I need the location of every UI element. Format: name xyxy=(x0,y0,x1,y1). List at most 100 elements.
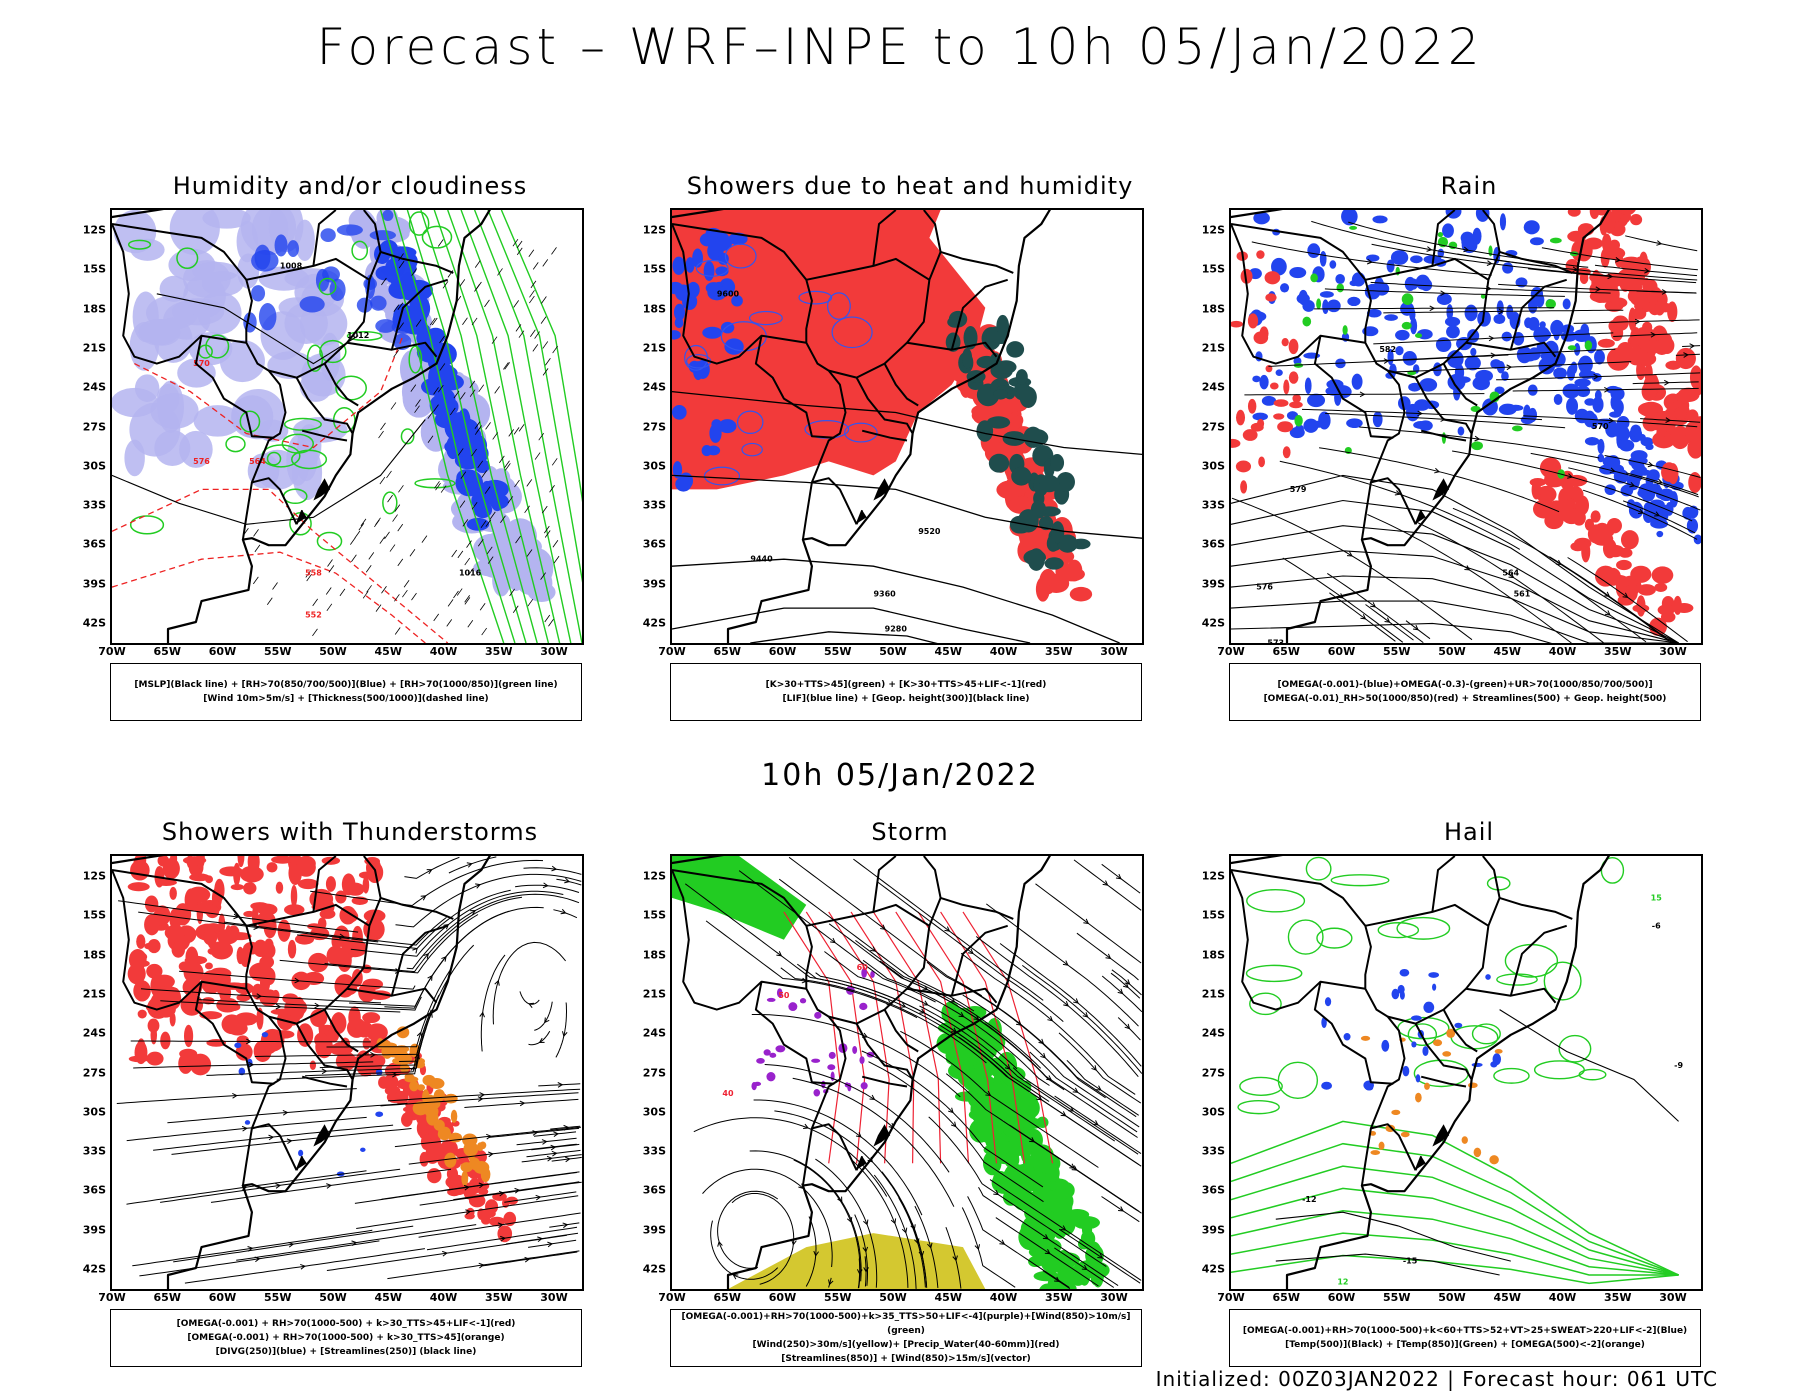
contour-label: 582 xyxy=(1379,345,1396,354)
lat-tick-label: 21S xyxy=(642,987,666,1001)
lat-tick-label: 33S xyxy=(1201,1144,1225,1158)
contour-label: 564 xyxy=(1502,569,1519,578)
lat-tick-label: 42S xyxy=(82,616,106,630)
map-svg: -6 -9 -12 -15 15 12 xyxy=(1231,856,1683,1289)
latitude-axis: 12S 15S 18S 21S 24S 27S 30S 33S 36S 39S 42S xyxy=(1193,208,1227,645)
lat-tick-label: 39S xyxy=(1201,577,1225,591)
longitude-axis: 70W 65W 60W 55W 50W 45W 40W 35W 30W xyxy=(1217,645,1703,659)
longitude-axis: 70W 65W 60W 55W 50W 45W 40W 35W 30W xyxy=(658,645,1144,659)
contour-label: 573 xyxy=(1267,639,1284,644)
lat-tick-label: 27S xyxy=(642,1066,666,1079)
lat-tick-label: 39S xyxy=(642,1223,666,1237)
lon-tick-label: 30W xyxy=(1100,1291,1128,1304)
contour-label: 9440 xyxy=(750,555,773,564)
lon-tick-label: 70W xyxy=(98,1291,126,1304)
lat-tick-label: 30S xyxy=(1201,1105,1225,1119)
lat-tick-label: 39S xyxy=(82,1223,106,1237)
lon-tick-label: 60W xyxy=(208,1291,237,1304)
contour-label: 9360 xyxy=(873,590,896,599)
valid-time-title: 10h 05/Jan/2022 xyxy=(761,758,1039,793)
lat-tick-label: 27S xyxy=(82,420,106,433)
lon-tick-label: 70W xyxy=(658,1291,686,1304)
lon-tick-label: 70W xyxy=(658,645,686,658)
map-plot: -6 -9 -12 -15 15 12 xyxy=(1229,854,1703,1291)
legend-line: [Wind 10m>5m/s] + [Thickness(500/1000)](… xyxy=(203,694,489,704)
lat-tick-label: 12S xyxy=(642,869,666,883)
contour-label: 564 xyxy=(249,457,266,466)
panel-title: Hail xyxy=(1443,818,1495,846)
lat-tick-label: 18S xyxy=(1201,948,1225,962)
lat-tick-label: 12S xyxy=(642,223,666,237)
legend-line: [Temp(500)](Black) + [Temp(850)](Green) … xyxy=(1285,1340,1645,1350)
lat-tick-label: 27S xyxy=(642,420,666,433)
contour-label: 570 xyxy=(1592,422,1609,431)
lat-tick-label: 30S xyxy=(642,459,666,473)
panel-title: Humidity and/or cloudiness xyxy=(172,172,528,200)
lat-tick-label: 36S xyxy=(82,1183,106,1197)
latitude-axis: 12S 15S 18S 21S 24S 27S 30S 33S 36S 39S 42S xyxy=(1193,854,1227,1291)
legend-line: [MSLP](Black line) + [RH>70(850/700/500)… xyxy=(134,680,558,690)
lat-tick-label: 18S xyxy=(82,948,106,962)
panel-legend: [OMEGA(-0.001)+RH>70(1000-500)+k<60+TTS>… xyxy=(1229,1309,1701,1367)
lat-tick-label: 33S xyxy=(642,1144,666,1158)
panel-legend: [OMEGA(-0.001)+RH>70(1000-500)+k>35_TTS>… xyxy=(670,1309,1142,1367)
lat-tick-label: 36S xyxy=(1201,1183,1225,1197)
lon-tick-label: 30W xyxy=(540,1291,568,1304)
lat-tick-label: 27S xyxy=(1201,1066,1225,1079)
lat-tick-label: 36S xyxy=(642,537,666,551)
lon-tick-label: 35W xyxy=(485,1291,513,1304)
longitude-axis: 70W 65W 60W 55W 50W 45W 40W 35W 30W xyxy=(98,645,584,659)
latitude-axis: 12S 15S 18S 21S 24S 27S 30S 33S 36S 39S 42S xyxy=(74,208,108,645)
contour-label: 1008 xyxy=(280,261,303,270)
lon-tick-label: 40W xyxy=(989,1291,1018,1304)
legend-line: [K>30+TTS>45](green) + [K>30+TTS>45+LIF<… xyxy=(765,680,1047,690)
lat-tick-label: 21S xyxy=(82,987,106,1001)
lat-tick-label: 39S xyxy=(1201,1223,1225,1237)
latitude-axis: 12S 15S 18S 21S 24S 27S 30S 33S 36S 39S 42S xyxy=(634,208,668,645)
lon-tick-label: 55W xyxy=(1383,1291,1411,1304)
contour-label: 9600 xyxy=(717,289,740,298)
panel-title: Rain xyxy=(1440,172,1498,200)
lat-tick-label: 15S xyxy=(1201,262,1225,276)
contour-label: -9 xyxy=(1674,1061,1683,1070)
lat-tick-label: 42S xyxy=(642,616,666,630)
lat-tick-label: 15S xyxy=(82,908,106,922)
lat-tick-label: 27S xyxy=(82,1066,106,1079)
panel-title: Showers with Thunderstorms xyxy=(161,818,539,846)
map-plot: 40 50 60 xyxy=(670,854,1144,1291)
lon-tick-label: 60W xyxy=(768,1291,797,1304)
longitude-axis: 70W 65W 60W 55W 50W 45W 40W 35W 30W xyxy=(658,1291,1144,1305)
lat-tick-label: 24S xyxy=(82,1026,106,1040)
contour-label: 579 xyxy=(1290,485,1307,494)
contour-label: 9520 xyxy=(918,527,941,536)
lat-tick-label: 27S xyxy=(1201,420,1225,433)
legend-line: [OMEGA(-0.01)_RH>50(1000/850)(red) + Str… xyxy=(1263,694,1667,704)
lat-tick-label: 24S xyxy=(82,380,106,394)
contour-label: 1016 xyxy=(459,569,482,578)
lon-tick-label: 60W xyxy=(768,645,797,658)
main-title: Forecast – WRF–INPE to 10h 05/Jan/2022 xyxy=(316,18,1484,76)
contour-label: 9280 xyxy=(885,625,908,634)
lon-tick-label: 35W xyxy=(1045,1291,1073,1304)
lon-tick-label: 50W xyxy=(1438,645,1466,658)
lat-tick-label: 24S xyxy=(642,1026,666,1040)
lat-tick-label: 36S xyxy=(82,537,106,551)
lon-tick-label: 55W xyxy=(824,1291,852,1304)
contour-label: 1012 xyxy=(347,331,369,340)
lon-tick-label: 55W xyxy=(1383,645,1411,658)
lon-tick-label: 65W xyxy=(153,1291,181,1304)
lon-tick-label: 70W xyxy=(1217,645,1245,658)
lon-tick-label: 65W xyxy=(1272,645,1300,658)
lon-tick-label: 65W xyxy=(713,1291,741,1304)
legend-line: [DIVG(250)](blue) + [Streamlines(250)] (… xyxy=(215,1347,477,1357)
panel-legend: [OMEGA(-0.001)-(blue)+OMEGA(-0.3)-(green… xyxy=(1229,663,1701,721)
lat-tick-label: 24S xyxy=(642,380,666,394)
lon-tick-label: 60W xyxy=(208,645,237,658)
lat-tick-label: 12S xyxy=(1201,869,1225,883)
lat-tick-label: 42S xyxy=(642,1262,666,1276)
lat-tick-label: 24S xyxy=(1201,1026,1225,1040)
lon-tick-label: 30W xyxy=(1100,645,1128,658)
lon-tick-label: 70W xyxy=(1217,1291,1245,1304)
lon-tick-label: 50W xyxy=(879,645,907,658)
panel-title: Storm xyxy=(871,818,949,846)
